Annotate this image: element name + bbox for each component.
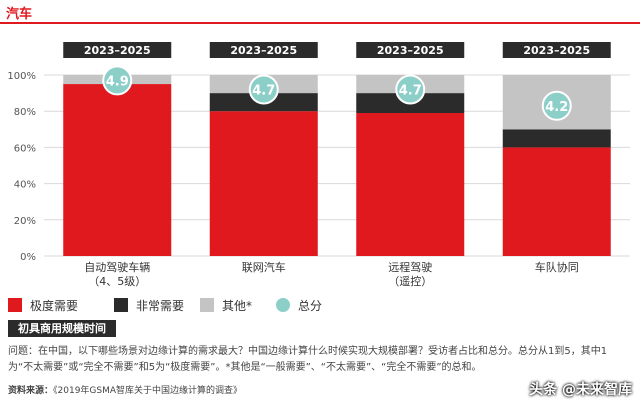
legend-label: 非常需要 (136, 298, 185, 313)
legend-swatch (114, 298, 128, 312)
bar-segment (502, 129, 611, 148)
bar-segment (502, 147, 611, 256)
legend-swatch (8, 298, 22, 312)
total-score-label: 4.7 (252, 83, 275, 98)
legend-item: 其他* (200, 296, 252, 314)
total-score-circle (541, 90, 572, 121)
legend-label: 极度需要 (30, 298, 79, 313)
legend-swatch (200, 298, 214, 312)
chart-legend: 极度需要 非常需要 其他* 总分 (8, 296, 628, 314)
legend-label: 其他* (222, 298, 253, 313)
section-header: 汽车 (0, 0, 640, 24)
period-label: 2023–2025 (377, 44, 444, 57)
watermark: 头条 @未来智库 (529, 382, 632, 398)
category-label: 联网汽车 (242, 260, 286, 274)
legend-item: 总分 (276, 296, 322, 314)
legend-swatch (276, 298, 290, 312)
period-label: 2023–2025 (523, 44, 590, 57)
total-score-circle (248, 74, 279, 105)
legend-item: 极度需要 (8, 296, 78, 314)
bar-segment (209, 111, 318, 256)
total-score-label: 4.9 (106, 74, 129, 89)
y-tick-label: 60% (14, 143, 36, 154)
source-line: 资料来源：《2019年GSMA智库关于中国边缘计算的调查》 (8, 383, 478, 396)
timing-badge: 初具商用规模时间 (8, 320, 116, 337)
period-label: 2023–2025 (230, 44, 297, 57)
period-label: 2023–2025 (84, 44, 151, 57)
bar-segment (63, 84, 172, 256)
total-score-label: 4.7 (399, 83, 422, 98)
period-badge (356, 42, 465, 58)
y-tick-label: 0% (20, 252, 36, 263)
y-tick-label: 80% (14, 107, 36, 118)
category-label: 自动驾驶车辆 (84, 260, 150, 274)
question-text: 问题：在中国，以下哪些场景对边缘计算的需求最大？中国边缘计算什么时候实现大规模部… (8, 346, 608, 373)
period-badge (502, 42, 611, 58)
y-tick-label: 20% (14, 216, 36, 227)
y-tick-label: 40% (14, 180, 36, 191)
total-score-circle (102, 65, 133, 96)
category-label: 车队协同 (535, 260, 579, 274)
period-badge (209, 42, 318, 58)
category-label: （遥控） (388, 274, 432, 288)
bar-segment (356, 113, 465, 256)
y-tick-label: 100% (7, 71, 36, 82)
period-badge (63, 42, 172, 58)
source-label: 资料来源： (8, 386, 54, 396)
category-label: 远程驾驶 (388, 260, 432, 274)
total-score-circle (395, 74, 426, 105)
section-title: 汽车 (6, 7, 33, 22)
category-label: （4、5级） (88, 275, 146, 288)
total-score-label: 4.2 (545, 100, 568, 115)
stacked-bar-chart: 0% 20% 40% 60% 80% 100% 2023–2025 4.9 自动驾驶车辆（4、5… (7, 42, 630, 288)
source-text: 《2019年GSMA智库关于中国边缘计算的调查》 (53, 386, 243, 396)
legend-item: 非常需要 (114, 296, 184, 314)
legend-label: 总分 (298, 298, 323, 313)
